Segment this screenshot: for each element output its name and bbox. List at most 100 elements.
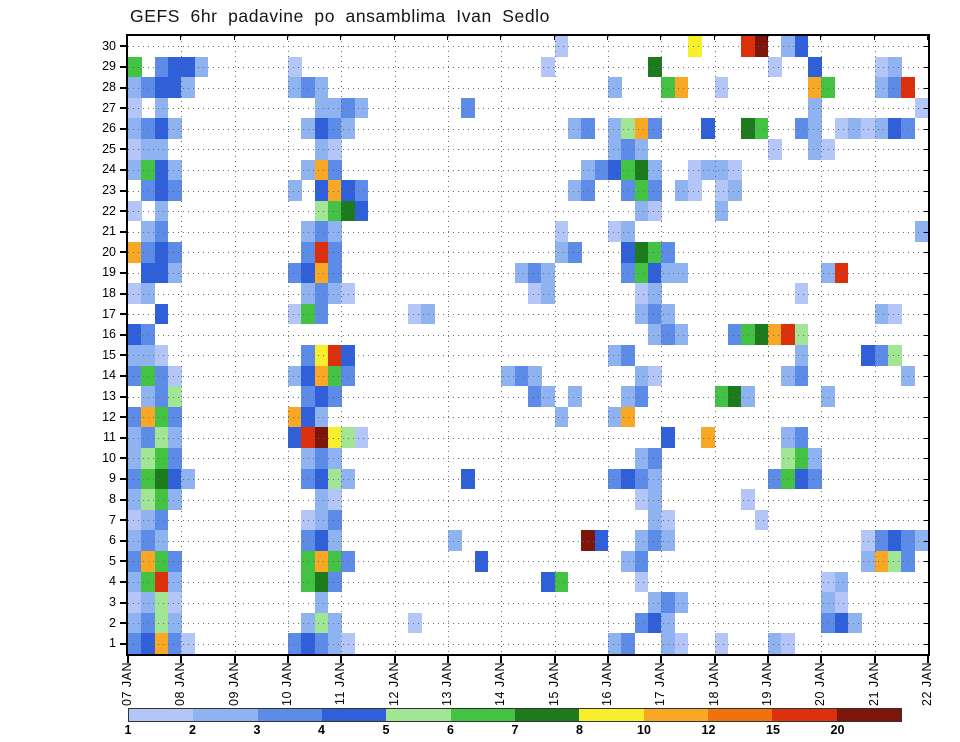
colorbar-label: 8 [576,723,583,737]
heatmap-cell [808,77,822,98]
x-axis-tick [927,656,929,663]
heatmap-cell [648,592,662,613]
x-axis-tick-top [713,36,715,40]
heatmap-cell [834,592,849,613]
heatmap-cell [128,592,142,613]
colorbar-segment [772,709,837,721]
y-axis-tick-right [924,458,928,460]
y-axis-tick-right [924,108,928,110]
colorbar-label: 1 [124,723,132,737]
x-axis-tick [500,656,503,663]
y-axis-tick [120,642,126,645]
x-axis-tick [233,656,236,663]
y-axis-tick [120,127,126,130]
y-axis-tick-right [924,375,928,377]
x-axis-tick [820,656,823,663]
heatmap-cell [541,283,556,304]
y-axis-label: 27 [102,100,116,115]
gridline-horizontal [128,499,928,501]
gridline-horizontal [128,211,928,213]
heatmap-cell [301,283,316,304]
y-axis-tick [120,395,126,398]
heatmap-cell [528,283,542,304]
y-axis-tick-right [924,293,928,295]
colorbar-label: 3 [253,723,261,737]
heatmap-cell [728,386,742,407]
gridline-horizontal [128,108,928,110]
y-axis-tick-right [924,499,928,501]
colorbar-segment [450,709,515,721]
y-axis-tick [120,477,126,480]
x-axis-label: 22 JAN [920,662,934,706]
colorbar-segment [643,709,708,721]
heatmap-cell [794,283,809,304]
y-axis-tick-right [924,623,928,625]
y-axis-tick [120,45,126,48]
y-axis-tick-right [924,87,928,89]
y-axis-label: 13 [102,389,116,403]
y-axis-tick [120,601,126,604]
y-axis-tick [120,519,126,522]
heatmap-cell [128,489,142,510]
x-axis-tick-top [660,36,662,40]
x-axis-label: 08 JAN [173,662,188,706]
heatmap-cell [661,592,676,613]
gridline-horizontal [128,396,928,398]
gridline-vertical [341,36,343,654]
y-axis-label: 10 [102,450,116,465]
y-axis-tick [120,354,126,357]
gridline-horizontal [128,66,928,68]
x-axis-tick-top [873,36,875,40]
x-axis-tick [287,656,289,663]
heatmap-cell [314,283,329,304]
colorbar-label: 5 [382,723,390,737]
colorbar [128,708,902,722]
y-axis-tick-right [924,252,928,254]
y-axis-tick-right [924,437,928,439]
gridline-vertical [874,36,876,654]
y-axis-tick [120,580,126,583]
heatmap-cell [354,180,369,201]
gridline-vertical [501,36,503,654]
colorbar-segment [193,709,258,721]
heatmap-cell [141,386,156,407]
heatmap-cell [154,180,169,201]
y-axis-tick-right [924,190,928,192]
y-axis-label: 29 [102,59,116,74]
y-axis-label: 4 [109,574,116,589]
colorbar-label: 2 [189,723,196,737]
y-axis-tick [120,374,126,377]
x-axis-tick-top [447,36,448,40]
colorbar-label: 12 [701,723,716,737]
heatmap-cell [328,489,342,510]
y-axis-tick-right [924,314,928,316]
gridline-vertical [234,36,236,654]
gridline-horizontal [128,520,928,522]
heatmap-cell [741,489,756,510]
y-axis-tick [120,560,126,563]
x-axis-tick [127,656,129,663]
y-axis-tick [120,271,126,274]
x-axis-tick-top [393,36,395,40]
heatmap-cell [634,489,649,510]
heatmap-cell [648,283,662,304]
x-axis-tick-top [927,36,928,40]
y-axis-tick-right [924,66,928,68]
heatmap-cell [608,77,622,98]
heatmap-cell [141,180,156,201]
colorbar-segment [514,709,580,721]
y-axis-tick-right [924,478,928,480]
x-axis-tick [713,656,716,663]
y-axis-tick-right [924,272,928,274]
heatmap-cell [341,283,356,304]
x-axis-label: 17 JAN [653,662,668,706]
y-axis-label: 1 [109,636,116,651]
colorbar-segment [129,709,194,721]
y-axis-label: 25 [102,141,116,156]
x-axis-tick [767,656,769,663]
x-axis-label: 11 JAN [333,662,348,706]
gridline-vertical [714,36,716,654]
y-axis-label: 3 [109,595,116,609]
x-axis-tick-top [607,36,608,40]
